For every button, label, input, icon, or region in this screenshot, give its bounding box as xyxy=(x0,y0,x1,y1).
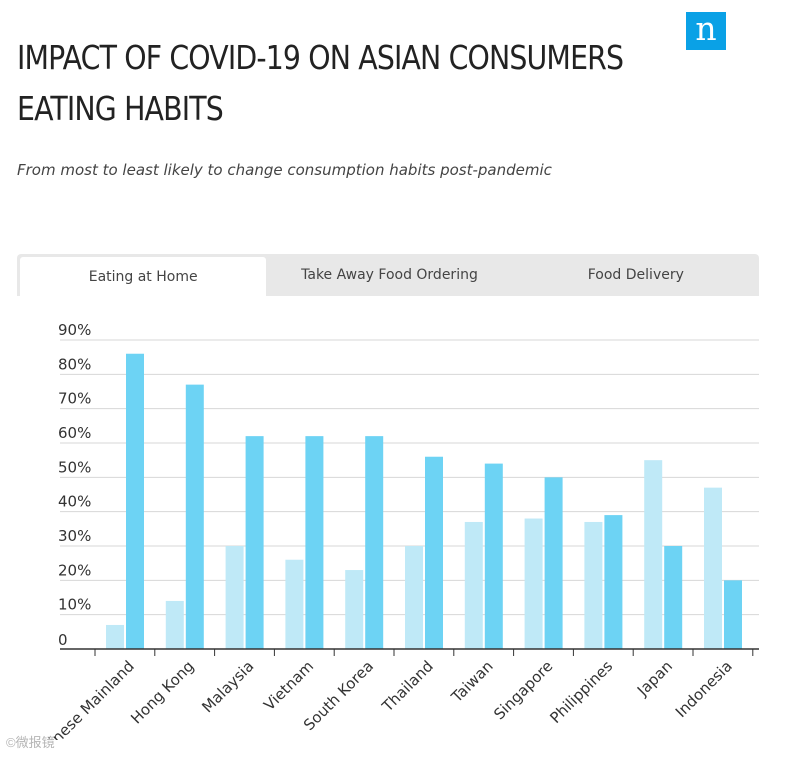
y-tick-label: 0 xyxy=(58,631,68,649)
y-tick-label: 10% xyxy=(58,596,91,614)
tab-food-delivery[interactable]: Food Delivery xyxy=(587,267,684,283)
x-tick-label: Malaysia xyxy=(198,657,257,716)
y-tick-label: 50% xyxy=(58,458,91,476)
y-tick-label: 90% xyxy=(58,321,91,339)
bar-light[interactable] xyxy=(464,521,483,649)
y-tick-label: 30% xyxy=(58,527,91,545)
bar-light[interactable] xyxy=(225,546,244,649)
bar-dark[interactable] xyxy=(185,384,204,649)
x-tick-label: Chinese Mainland xyxy=(31,657,138,740)
bar-dark[interactable] xyxy=(484,463,503,649)
y-tick-label: 70% xyxy=(58,390,91,408)
nielsen-logo: n xyxy=(686,12,726,50)
x-tick-label: Hong Kong xyxy=(127,657,197,727)
watermark: ©微报镜 xyxy=(6,735,55,750)
x-tick-label: Vietnam xyxy=(260,657,317,714)
bar-light[interactable] xyxy=(345,570,364,649)
y-tick-label: 20% xyxy=(58,561,91,579)
bar-dark[interactable] xyxy=(305,436,324,649)
bar-light[interactable] xyxy=(285,559,304,649)
bar-dark[interactable] xyxy=(126,353,144,649)
bar-light[interactable] xyxy=(524,518,543,649)
bar-light[interactable] xyxy=(405,546,423,649)
x-tick-label: Indonesia xyxy=(672,657,736,721)
bar-dark[interactable] xyxy=(365,436,384,649)
bar-light[interactable] xyxy=(165,600,184,649)
page-subtitle: From most to least likely to change cons… xyxy=(17,161,552,179)
bar-light[interactable] xyxy=(584,521,603,649)
bar-light[interactable] xyxy=(704,487,722,649)
tab-bar: Eating at Home Take Away Food Ordering F… xyxy=(17,254,759,296)
x-tick-label: Japan xyxy=(633,657,676,700)
tab-eating-at-home[interactable]: Eating at Home xyxy=(20,257,267,296)
x-tick-label: Taiwan xyxy=(447,657,497,707)
bar-light[interactable] xyxy=(106,624,124,649)
x-tick-label: Philippines xyxy=(546,657,616,727)
x-tick-label: Thailand xyxy=(378,657,437,716)
bar-chart: 0 10% 20% 30% 40% 50% 60% 70% 80% 90% Chinese Main… xyxy=(31,321,759,740)
bar-dark[interactable] xyxy=(544,477,563,649)
y-tick-label: 80% xyxy=(58,355,91,373)
bar-dark[interactable] xyxy=(664,546,683,649)
y-tick-label: 40% xyxy=(58,493,91,511)
bar-dark[interactable] xyxy=(425,456,443,649)
bar-dark[interactable] xyxy=(245,436,264,649)
tab-take-away-food-ordering[interactable]: Take Away Food Ordering xyxy=(301,267,478,283)
page-title: IMPACT OF COVID-19 ON ASIAN CONSUMERS EA… xyxy=(17,38,624,128)
bar-light[interactable] xyxy=(644,460,663,649)
y-tick-label: 60% xyxy=(58,424,91,442)
bar-dark[interactable] xyxy=(724,580,742,649)
bar-dark[interactable] xyxy=(604,515,623,649)
